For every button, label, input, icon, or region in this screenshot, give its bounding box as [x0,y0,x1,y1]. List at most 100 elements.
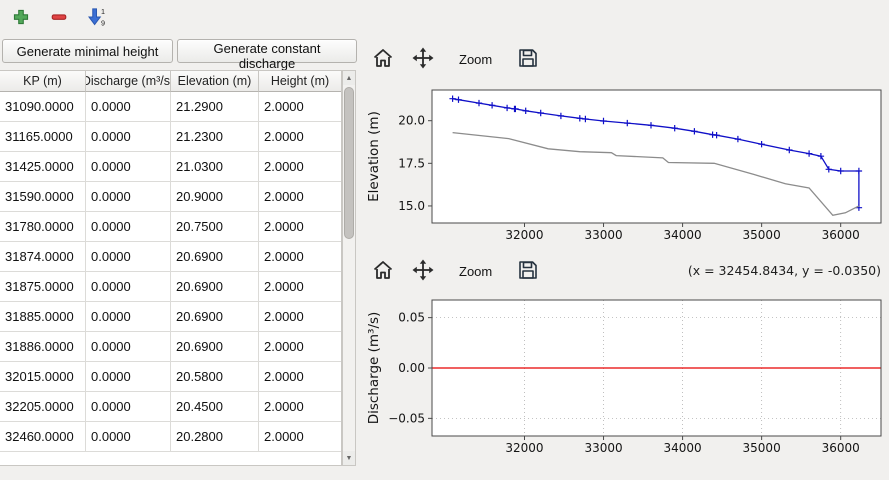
table-cell[interactable]: 0.0000 [86,302,171,332]
table-row: 31425.0000 0.0000 21.0300 2.0000 [0,152,341,182]
table-cell[interactable]: 20.7500 [171,212,259,242]
table-cell[interactable]: 0.0000 [86,362,171,392]
table-cell[interactable]: 2.0000 [259,302,341,332]
table-cell[interactable]: 20.6900 [171,302,259,332]
home-button[interactable] [368,257,398,285]
zoom-button[interactable]: Zoom [448,45,503,73]
table-row: 31874.0000 0.0000 20.6900 2.0000 [0,242,341,272]
svg-text:0.05: 0.05 [398,311,425,325]
table-cell[interactable]: 20.2800 [171,422,259,452]
table-cell[interactable]: 2.0000 [259,362,341,392]
table-cell[interactable]: 21.2300 [171,122,259,152]
table-row: 32460.0000 0.0000 20.2800 2.0000 [0,422,341,452]
elevation-plot[interactable]: 32000 33000 34000 35000 36000 15.0 17.5 20.0 Ele… [362,78,889,256]
home-icon [372,47,394,72]
table-row: 31780.0000 0.0000 20.7500 2.0000 [0,212,341,242]
table-cell[interactable]: 31425.0000 [0,152,86,182]
svg-text:Discharge (m³/s): Discharge (m³/s) [366,312,382,425]
svg-text:33000: 33000 [584,441,622,455]
table-cell[interactable]: 32015.0000 [0,362,86,392]
svg-text:33000: 33000 [584,228,622,242]
zoom-button[interactable]: Zoom [448,257,503,285]
scroll-up-button[interactable]: ▲ [343,71,355,85]
generate-minimal-height-button[interactable]: Generate minimal height [2,39,173,63]
scrollbar-thumb[interactable] [344,87,354,239]
column-header[interactable]: KP (m) [0,71,86,92]
svg-text:Elevation (m): Elevation (m) [366,111,382,202]
generate-constant-discharge-button[interactable]: Generate constant discharge [177,39,357,71]
table-row: 31875.0000 0.0000 20.6900 2.0000 [0,272,341,302]
table-cell[interactable]: 20.6900 [171,332,259,362]
home-button[interactable] [368,45,398,73]
add-row-button[interactable] [8,5,34,31]
table-header-row: KP (m) Discharge (m³/s) Elevation (m) Heigh… [0,71,341,92]
table-cell[interactable]: 0.0000 [86,422,171,452]
svg-text:36000: 36000 [822,441,860,455]
table-cell[interactable]: 20.4500 [171,392,259,422]
svg-text:9: 9 [101,18,105,27]
pan-button[interactable] [408,45,438,73]
elevation-plot-toolbar: Zoom [368,44,543,74]
table-cell[interactable]: 2.0000 [259,152,341,182]
table-cell[interactable]: 0.0000 [86,272,171,302]
svg-text:0.00: 0.00 [398,361,425,375]
table-cell[interactable]: 31780.0000 [0,212,86,242]
remove-row-button[interactable] [46,5,72,31]
pan-icon [412,47,434,72]
table-cell[interactable]: 0.0000 [86,212,171,242]
table-cell[interactable]: 2.0000 [259,122,341,152]
table-cell[interactable]: 2.0000 [259,392,341,422]
table-cell[interactable]: 20.6900 [171,242,259,272]
table-cell[interactable]: 0.0000 [86,332,171,362]
table-cell[interactable]: 20.5800 [171,362,259,392]
table-cell[interactable]: 2.0000 [259,182,341,212]
table-cell[interactable]: 20.9000 [171,182,259,212]
table-cell[interactable]: 31874.0000 [0,242,86,272]
scroll-down-button[interactable]: ▼ [343,451,355,465]
minus-icon [50,8,68,29]
table-cell[interactable]: 0.0000 [86,392,171,422]
pan-button[interactable] [408,257,438,285]
table-cell[interactable]: 0.0000 [86,242,171,272]
table-cell[interactable]: 32205.0000 [0,392,86,422]
table-cell[interactable]: 20.6900 [171,272,259,302]
table-cell[interactable]: 0.0000 [86,182,171,212]
table-cell[interactable]: 2.0000 [259,242,341,272]
table-cell[interactable]: 0.0000 [86,152,171,182]
table-cell[interactable]: 32460.0000 [0,422,86,452]
svg-text:32000: 32000 [505,228,543,242]
column-header[interactable]: Elevation (m) [171,71,259,92]
discharge-plot[interactable]: 32000 33000 34000 35000 36000 −0.05 0.00 0.05 Di… [362,288,889,470]
table-cell[interactable]: 0.0000 [86,122,171,152]
table-cell[interactable]: 0.0000 [86,92,171,122]
sort-rows-button[interactable]: 1 9 [84,5,110,31]
save-button[interactable] [513,257,543,285]
save-icon [517,259,539,284]
table-cell[interactable]: 21.0300 [171,152,259,182]
table-cell[interactable]: 31590.0000 [0,182,86,212]
column-header[interactable]: Height (m) [259,71,341,92]
table-cell[interactable]: 31875.0000 [0,272,86,302]
svg-text:15.0: 15.0 [398,199,425,213]
vertical-scrollbar[interactable]: ▲ ▼ [342,70,356,466]
save-button[interactable] [513,45,543,73]
svg-text:20.0: 20.0 [398,114,425,128]
discharge-plot-toolbar: Zoom [368,256,543,286]
table-cell[interactable]: 31886.0000 [0,332,86,362]
table-cell[interactable]: 31090.0000 [0,92,86,122]
table-cell[interactable]: 2.0000 [259,212,341,242]
table-row: 31885.0000 0.0000 20.6900 2.0000 [0,302,341,332]
column-header[interactable]: Discharge (m³/s) [86,71,171,92]
table-cell[interactable]: 31165.0000 [0,122,86,152]
svg-text:34000: 34000 [663,441,701,455]
table-cell[interactable]: 21.2900 [171,92,259,122]
table-cell[interactable]: 2.0000 [259,422,341,452]
table-cell[interactable]: 31885.0000 [0,302,86,332]
table-row: 31886.0000 0.0000 20.6900 2.0000 [0,332,341,362]
table-cell[interactable]: 2.0000 [259,272,341,302]
left-panel: Generate minimal height Generate constan… [0,0,360,480]
table-body: 31090.0000 0.0000 21.2900 2.0000 31165.0000 0… [0,92,341,452]
table-cell[interactable]: 2.0000 [259,92,341,122]
table-cell[interactable]: 2.0000 [259,332,341,362]
svg-text:−0.05: −0.05 [388,411,425,425]
